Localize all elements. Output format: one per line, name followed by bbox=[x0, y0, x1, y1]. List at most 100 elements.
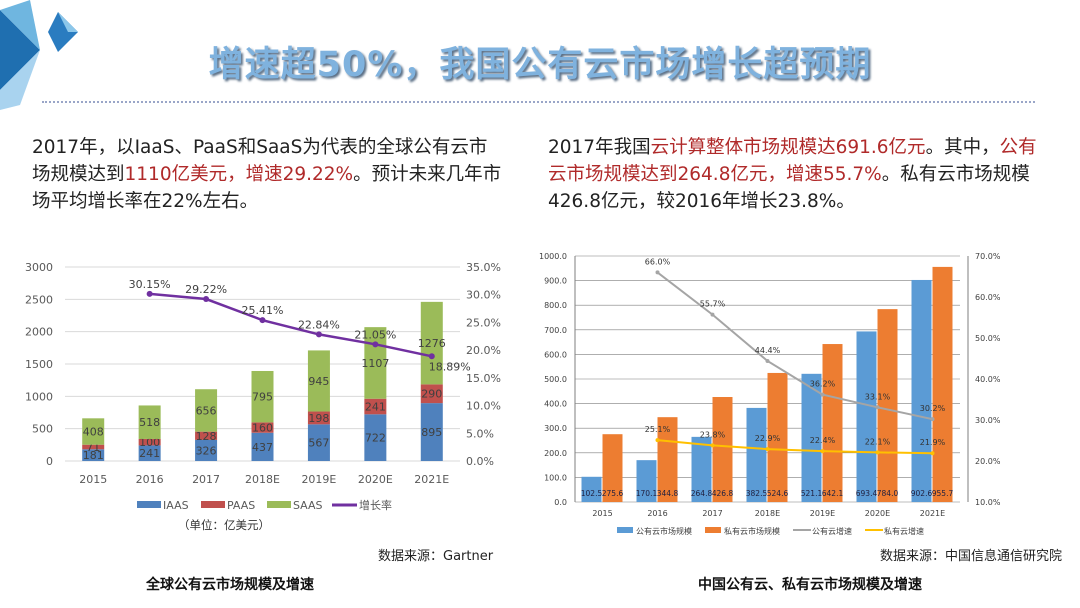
rate-point bbox=[655, 438, 660, 443]
rate-label: 30.2% bbox=[920, 404, 946, 413]
bar-private-cloud bbox=[657, 417, 678, 502]
legend-label: 私有云增速 bbox=[884, 526, 924, 536]
bar-public-cloud bbox=[911, 279, 932, 502]
bar-value-label: 1276 bbox=[418, 337, 446, 350]
x-tick-label: 2020E bbox=[358, 473, 393, 486]
y-tick-label: 500.0 bbox=[544, 375, 567, 384]
bar-value-label: 518 bbox=[139, 416, 160, 429]
y2-tick-label: 10.0% bbox=[975, 498, 1001, 507]
rate-point bbox=[875, 450, 880, 455]
rate-label: 44.4% bbox=[755, 346, 781, 355]
left-description: 2017年，以IaaS、PaaS和SaaS为代表的全球公有云市场规模达到1110… bbox=[32, 134, 502, 215]
y2-tick-label: 50.0% bbox=[975, 334, 1001, 343]
corner-decoration bbox=[0, 0, 78, 110]
rate-label: 36.2% bbox=[810, 380, 836, 389]
bar-saas bbox=[251, 370, 274, 423]
x-tick-label: 2017 bbox=[702, 509, 722, 518]
right-caption: 中国公有云、私有云市场规模及增速 bbox=[698, 577, 922, 593]
bar-paas bbox=[82, 444, 105, 450]
page-title: 增速超50%，我国公有云市场增长超预期 bbox=[208, 45, 872, 85]
rate-point bbox=[765, 447, 770, 452]
bar-value-label: 795 bbox=[252, 391, 273, 404]
growth-rate-point bbox=[428, 353, 435, 360]
bar-iaas bbox=[138, 445, 161, 461]
bar-value-label: 521.1 bbox=[801, 489, 823, 498]
bar-saas bbox=[195, 389, 218, 432]
bar-value-label: 241 bbox=[139, 447, 160, 460]
bar-saas bbox=[138, 405, 161, 439]
bar-private-cloud bbox=[767, 372, 788, 502]
y-tick-label: 600.0 bbox=[544, 350, 567, 359]
rate-label: 22.4% bbox=[810, 436, 836, 445]
rate-point bbox=[820, 392, 825, 397]
right-text-highlight-1: 云计算整体市场规模达691.6亿元 bbox=[650, 137, 926, 158]
legend-label: SAAS bbox=[293, 499, 323, 512]
bar-paas bbox=[364, 398, 387, 415]
bar-value-label: 1107 bbox=[361, 357, 389, 370]
bar-value-label: 408 bbox=[83, 426, 104, 439]
bar-iaas bbox=[82, 449, 105, 461]
bar-value-label: 290 bbox=[421, 388, 442, 401]
y2-tick-label: 30.0% bbox=[466, 289, 501, 302]
y2-tick-label: 40.0% bbox=[975, 375, 1001, 384]
left-caption: 全球公有云市场规模及增速 bbox=[146, 577, 314, 593]
x-tick-label: 2016 bbox=[647, 509, 667, 518]
y-tick-label: 3000 bbox=[25, 261, 53, 274]
title-divider bbox=[42, 101, 1035, 103]
y-tick-label: 2500 bbox=[25, 293, 53, 306]
y-tick-label: 1500 bbox=[25, 358, 53, 371]
bar-iaas bbox=[307, 424, 330, 461]
legend-swatch bbox=[267, 501, 291, 508]
y2-tick-label: 25.0% bbox=[466, 316, 501, 329]
bar-value-label: 326 bbox=[196, 444, 217, 457]
bar-value-label: 945 bbox=[308, 375, 329, 388]
bar-paas bbox=[251, 422, 274, 433]
y-tick-label: 700.0 bbox=[544, 326, 567, 335]
bar-private-cloud bbox=[712, 397, 733, 502]
growth-rate-point bbox=[203, 296, 210, 303]
bar-value-label: 198 bbox=[308, 412, 329, 425]
left-text-1: 2017年，以IaaS、PaaS和SaaS为代表的全球公有云市场规模达到 bbox=[32, 137, 488, 185]
left-text-highlight: 1110亿美元，增速29.22% bbox=[124, 164, 354, 185]
rate-label: 33.1% bbox=[865, 392, 891, 401]
bar-value-label: 275.6 bbox=[602, 489, 624, 498]
rate-point bbox=[930, 451, 935, 456]
bar-paas bbox=[307, 411, 330, 425]
y-tick-label: 400.0 bbox=[544, 400, 567, 409]
legend-label: 增长率 bbox=[359, 498, 392, 512]
y2-tick-label: 10.0% bbox=[466, 400, 501, 413]
bar-iaas bbox=[364, 414, 387, 461]
growth-rate-label: 22.84% bbox=[298, 318, 340, 331]
growth-rate-label: 30.15% bbox=[129, 278, 171, 291]
bar-value-label: 656 bbox=[196, 404, 217, 417]
left-source: 数据来源：Gartner bbox=[378, 549, 494, 564]
rate-label: 21.9% bbox=[920, 438, 946, 447]
y2-tick-label: 0.0% bbox=[466, 455, 494, 468]
unit-label: （单位：亿美元） bbox=[178, 518, 270, 532]
rate-point bbox=[710, 312, 715, 317]
bar-public-cloud bbox=[856, 331, 877, 502]
right-text-highlight-2: 公有云市场规模达到264.8亿元，增速55.7% bbox=[548, 137, 1037, 185]
rate-point bbox=[820, 449, 825, 454]
rate-label: 25.1% bbox=[645, 425, 671, 434]
rate-label: 55.7% bbox=[700, 300, 726, 309]
x-tick-label: 2019E bbox=[301, 473, 336, 486]
x-tick-label: 2021E bbox=[920, 509, 945, 518]
bar-public-cloud bbox=[746, 407, 767, 502]
bar-iaas bbox=[251, 432, 274, 461]
y2-tick-label: 5.0% bbox=[466, 427, 494, 440]
private-rate-line bbox=[657, 439, 933, 455]
legend-swatch bbox=[137, 501, 161, 508]
rate-point bbox=[875, 405, 880, 410]
x-tick-label: 2020E bbox=[865, 509, 890, 518]
growth-rate-label: 29.22% bbox=[185, 283, 227, 296]
bar-saas bbox=[420, 301, 443, 385]
bar-value-label: 344.8 bbox=[657, 489, 679, 498]
legend-swatch bbox=[617, 527, 633, 533]
rate-label: 23.8% bbox=[700, 430, 726, 439]
growth-rate-point bbox=[146, 290, 153, 297]
rate-label: 66.0% bbox=[645, 257, 671, 266]
right-text-5: 。私有云市场规模426.8亿元，较2016年增长23.8%。 bbox=[548, 164, 1030, 212]
rate-point bbox=[710, 443, 715, 448]
x-tick-label: 2018E bbox=[755, 509, 780, 518]
